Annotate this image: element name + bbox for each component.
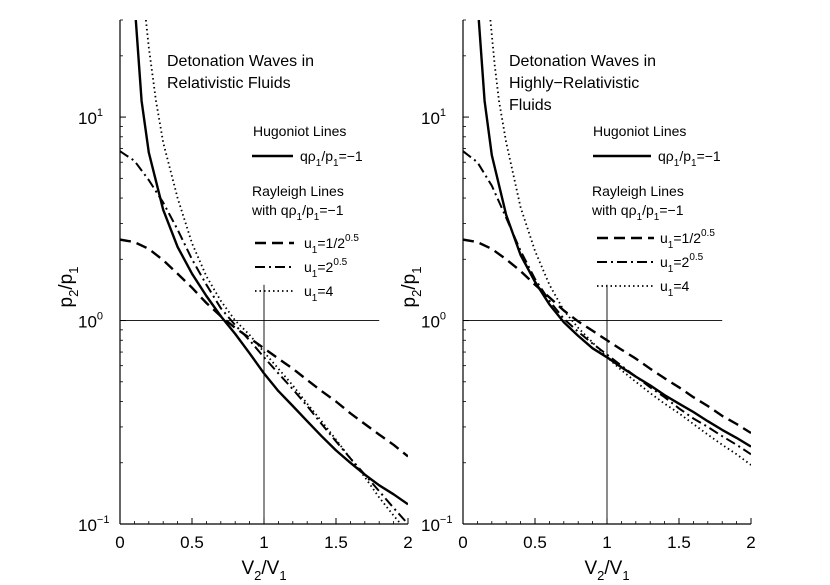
x-tick-label: 1 (259, 533, 268, 552)
series-line-dotted (489, 20, 751, 466)
chart-title-line: Detonation Waves in (167, 53, 314, 70)
legend-rayleigh-header: Rayleigh Lines (252, 183, 344, 199)
series-line-dashed (120, 238, 408, 458)
x-tick-label: 0.5 (523, 533, 547, 552)
legend-entry-label: u1=1/20.5 (304, 233, 359, 256)
legend-hugoniot-label: qρ1/p1=−1 (658, 148, 721, 169)
chart-panel-left: 0 0.5 1 1.5 2 10−1 100 101 Detonation Waves in Re… (56, 19, 413, 583)
legend-entry-label: u1=4 (304, 283, 334, 304)
y-tick-label: 100 (78, 311, 103, 332)
y-tick-label: 101 (78, 107, 103, 128)
x-tick-label: 0 (458, 533, 467, 552)
y-tick-label: 10−1 (421, 514, 452, 535)
legend-entry-label: u1=1/20.5 (660, 228, 715, 251)
legend-rayleigh-subheader: with qρ1/p1=−1 (591, 202, 684, 223)
y-axis-label: p2/p1 (56, 267, 81, 308)
x-axis-label: V2/V1 (584, 558, 629, 583)
chart-panel-right: 0 0.5 1 1.5 2 10−1 100 101 Detonation Waves in Hi… (399, 19, 756, 583)
x-tick-label: 1 (602, 533, 611, 552)
legend-rayleigh-subheader: with qρ1/p1=−1 (251, 202, 344, 223)
legend-entry-label: u1=20.5 (304, 257, 348, 280)
x-tick-label: 2 (746, 533, 755, 552)
chart-title-line: Detonation Waves in (509, 53, 656, 70)
series-line-dashed (463, 238, 751, 435)
series-line-solid (134, 20, 408, 506)
x-tick-label: 1.5 (324, 533, 348, 552)
legend-entry-label: u1=20.5 (660, 252, 704, 275)
chart-title-line: Fluids (509, 97, 552, 114)
legend-rayleigh-header: Rayleigh Lines (592, 183, 684, 199)
y-tick-label: 101 (421, 107, 446, 128)
series-line-dashdot (120, 150, 408, 524)
x-tick-label: 2 (403, 533, 412, 552)
y-axis-label: p2/p1 (399, 267, 424, 308)
x-tick-label: 0 (115, 533, 124, 552)
chart-title-line: Highly−Relativistic (509, 75, 639, 92)
y-tick-label: 10−1 (78, 514, 109, 535)
legend-hugoniot-label: qρ1/p1=−1 (300, 148, 363, 169)
x-tick-label: 1.5 (667, 533, 691, 552)
y-tick-label: 100 (421, 311, 446, 332)
legend-entry-label: u1=4 (660, 278, 690, 299)
legend-hugoniot-header: Hugoniot Lines (253, 123, 346, 139)
chart-title-line: Relativistic Fluids (167, 75, 291, 92)
legend-hugoniot-header: Hugoniot Lines (593, 123, 686, 139)
series-line-dotted (145, 20, 402, 524)
x-axis-label: V2/V1 (241, 558, 286, 583)
x-tick-label: 0.5 (180, 533, 204, 552)
